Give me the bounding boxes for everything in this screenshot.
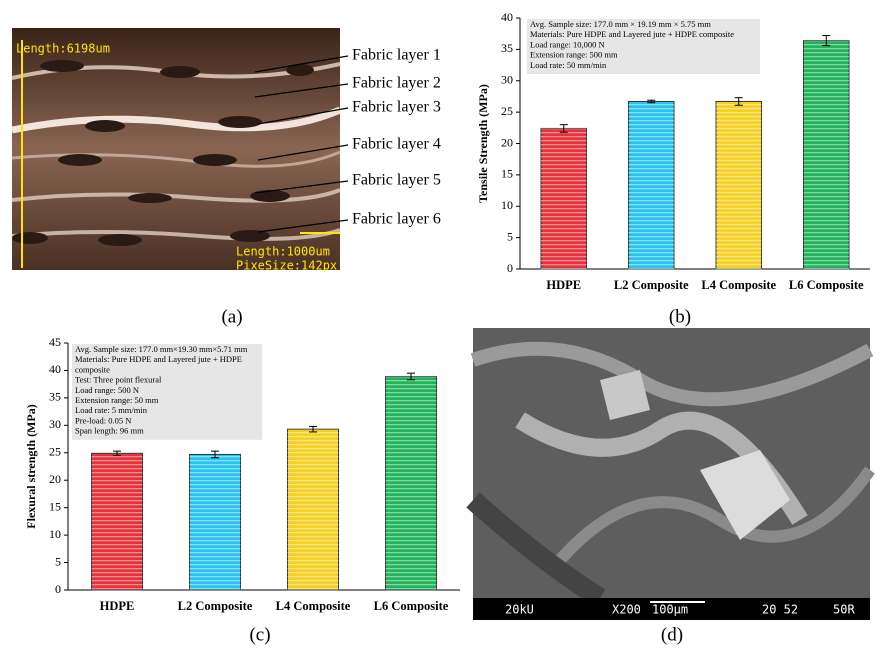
annotation: Extension range: 500 mm: [530, 50, 618, 60]
annotation: Materials: Pure HDPE and Layered jute + …: [530, 29, 734, 39]
x-tick-label: L4 Composite: [276, 599, 351, 613]
y-axis-label: Tensile Strength (MPa): [476, 84, 490, 203]
x-tick-label: L6 Composite: [374, 599, 449, 613]
bar-hatch: [287, 429, 339, 590]
annotation: Load rate: 50 mm/min: [530, 60, 607, 70]
layer-label: Fabric layer 5: [352, 172, 441, 189]
x-tick-label: HDPE: [546, 278, 581, 292]
bar-hatch: [803, 40, 849, 270]
annotation: Pre-load: 0.05 N: [75, 415, 131, 425]
y-tick-label: 10: [49, 527, 61, 541]
x-tick-label: L2 Composite: [614, 278, 689, 292]
y-tick-label: 35: [49, 390, 61, 404]
y-tick-label: 40: [501, 10, 513, 24]
bar-hatch: [385, 376, 437, 590]
panel-label: (d): [661, 624, 683, 645]
y-tick-label: 5: [55, 554, 61, 568]
annotation: Test: Three point flexural: [75, 375, 162, 385]
panel-label: (c): [249, 624, 270, 645]
annotation: Span length: 96 mm: [75, 426, 144, 436]
annotation: Load rate: 5 mm/min: [75, 405, 148, 415]
annotation: Load range: 500 N: [75, 385, 139, 395]
annotation-box: [72, 344, 262, 440]
sem-info: 50R: [833, 603, 855, 617]
layer-arrows: [254, 55, 349, 233]
bar-hatch: [716, 101, 762, 270]
y-tick-label: 30: [49, 417, 61, 431]
x-tick-label: L4 Composite: [701, 278, 776, 292]
sem-info: 20kU: [505, 603, 534, 617]
y-tick-label: 0: [55, 582, 61, 596]
x-tick-label: L6 Composite: [789, 278, 864, 292]
y-tick-label: 25: [49, 445, 61, 459]
sem-info: 20 52: [762, 603, 798, 617]
sem-image: [466, 328, 875, 620]
scale-label: Length:6198um: [16, 42, 110, 56]
annotation: Load range: 10,000 N: [530, 39, 605, 49]
sem-info: X200: [612, 603, 641, 617]
y-tick-label: 15: [501, 167, 513, 181]
panel-label: (b): [669, 306, 691, 327]
layer-label: Fabric layer 3: [352, 99, 441, 116]
micrograph: Length:6198um Length:1000um PixeSize:142…: [11, 28, 342, 273]
sem-info: 100µm: [652, 603, 688, 617]
x-tick-label: HDPE: [100, 599, 135, 613]
layer-label: Fabric layer 6: [352, 211, 441, 228]
bar-hatch: [628, 101, 674, 270]
annotation: Avg. Sample size: 177.0 mm×19.30 mm×5.71…: [75, 344, 248, 354]
y-tick-label: 30: [501, 73, 513, 87]
y-tick-label: 5: [507, 229, 513, 243]
annotation: composite: [75, 364, 110, 374]
panel-label: (a): [221, 306, 242, 327]
bar-hatch: [91, 453, 143, 590]
bar-hatch: [541, 128, 587, 269]
y-tick-label: 20: [49, 472, 61, 486]
y-tick-label: 25: [501, 104, 513, 118]
y-tick-label: 45: [49, 335, 61, 349]
y-tick-label: 15: [49, 499, 61, 513]
layer-label: Fabric layer 1: [352, 47, 441, 64]
scalebar-label: Length:1000um: [236, 245, 330, 259]
y-tick-label: 35: [501, 41, 513, 55]
y-tick-label: 10: [501, 198, 513, 212]
layer-label: Fabric layer 2: [352, 75, 441, 92]
y-tick-label: 0: [507, 261, 513, 275]
x-tick-label: L2 Composite: [178, 599, 253, 613]
annotation: Extension range: 50 mm: [75, 395, 159, 405]
y-tick-label: 40: [49, 362, 61, 376]
bar-hatch: [189, 454, 241, 590]
y-tick-label: 20: [501, 135, 513, 149]
layer-label: Fabric layer 4: [352, 136, 441, 153]
annotation-box: [527, 19, 760, 74]
annotation: Materials: Pure HDPE and Layered jute + …: [75, 354, 242, 364]
pixel-label: PixeSize:142px: [236, 259, 337, 273]
y-axis-label: Flexural strength (MPa): [24, 404, 38, 528]
annotation: Avg. Sample size: 177.0 mm × 19.19 mm × …: [530, 19, 711, 29]
